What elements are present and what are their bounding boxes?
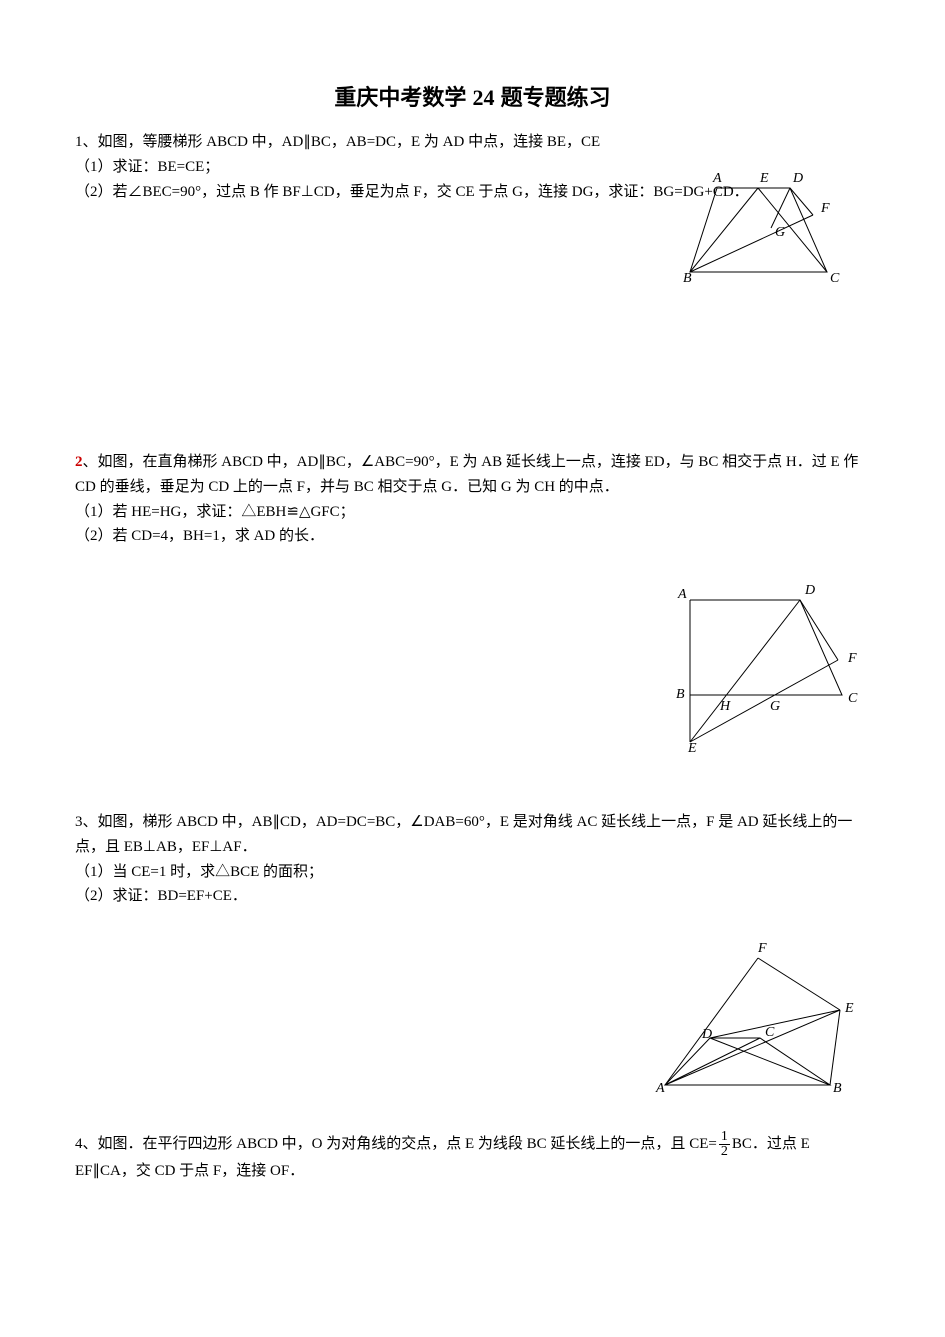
- figure-1-svg: A E D F G B C: [675, 170, 845, 290]
- problem-2-stem-text: 、如图，在直角梯形 ABCD 中，AD∥BC，∠ABC=90°，E 为 AB 延…: [75, 454, 858, 495]
- svg-text:F: F: [757, 941, 767, 956]
- figure-2-svg: A D F B H G C E: [670, 580, 870, 760]
- problem-1-stem: 1、如图，等腰梯形 ABCD 中，AD∥BC，AB=DC，E 为 AD 中点，连…: [75, 130, 870, 155]
- svg-text:F: F: [847, 651, 857, 666]
- svg-text:D: D: [804, 583, 815, 598]
- svg-text:F: F: [820, 201, 830, 216]
- problem-4-eq: CE=: [689, 1136, 717, 1152]
- problem-1-stem-text: 、如图，等腰梯形 ABCD 中，AD∥BC，AB=DC，E 为 AD 中点，连接…: [83, 134, 601, 150]
- problem-4-stem: 4、如图．在平行四边形 ABCD 中，O 为对角线的交点，点 E 为线段 BC …: [75, 1130, 870, 1159]
- problem-4-frac-after: BC: [732, 1136, 752, 1152]
- svg-text:G: G: [775, 225, 785, 240]
- problem-2-stem: 2、如图，在直角梯形 ABCD 中，AD∥BC，∠ABC=90°，E 为 AB …: [75, 450, 870, 500]
- problem-4: 4、如图．在平行四边形 ABCD 中，O 为对角线的交点，点 E 为线段 BC …: [75, 1130, 870, 1184]
- problem-3-sub2: （2）求证：BD=EF+CE．: [75, 884, 870, 909]
- svg-text:E: E: [687, 741, 697, 756]
- page-title: 重庆中考数学 24 题专题练习: [75, 80, 870, 112]
- svg-text:C: C: [765, 1025, 775, 1040]
- problem-3-stem: 3、如图，梯形 ABCD 中，AB∥CD，AD=DC=BC，∠DAB=60°，E…: [75, 810, 870, 860]
- problem-3-figure: F E D C A B: [650, 940, 860, 1105]
- problem-3-number: 3: [75, 814, 83, 830]
- problem-2-sub2: （2）若 CD=4，BH=1，求 AD 的长．: [75, 524, 870, 549]
- svg-text:A: A: [712, 171, 722, 186]
- problem-2-sub1: （1）若 HE=HG，求证：△EBH≌△GFC；: [75, 500, 870, 525]
- problem-4-stem-a: 、如图．在平行四边形 ABCD 中，O 为对角线的交点，点 E 为线段 BC 延…: [83, 1136, 690, 1152]
- figure-3-svg: F E D C A B: [650, 940, 860, 1100]
- problem-4-number: 4: [75, 1136, 83, 1152]
- fraction-numerator: 1: [719, 1130, 730, 1145]
- svg-text:D: D: [701, 1027, 712, 1042]
- problem-4-stem-b: ．过点 E: [752, 1136, 810, 1152]
- problem-1-number: 1: [75, 134, 83, 150]
- svg-text:C: C: [848, 691, 858, 706]
- problem-3-sub1: （1）当 CE=1 时，求△BCE 的面积；: [75, 860, 870, 885]
- fraction-denominator: 2: [719, 1145, 730, 1159]
- svg-text:B: B: [676, 687, 685, 702]
- svg-text:G: G: [770, 699, 780, 714]
- svg-text:E: E: [844, 1001, 854, 1016]
- problem-1-figure: A E D F G B C: [675, 170, 845, 295]
- title-prefix: 重庆中考数学: [334, 85, 472, 110]
- svg-text:H: H: [719, 699, 731, 714]
- title-number: 24: [473, 85, 495, 110]
- problem-2-figure: A D F B H G C E: [670, 580, 870, 765]
- svg-text:A: A: [677, 587, 687, 602]
- problem-4-line2: EF∥CA，交 CD 于点 F，连接 OF．: [75, 1159, 870, 1184]
- svg-text:E: E: [759, 171, 769, 186]
- svg-text:B: B: [683, 271, 692, 286]
- svg-text:A: A: [655, 1081, 665, 1096]
- title-suffix: 题专题练习: [495, 85, 611, 110]
- problem-3-stem-text: 、如图，梯形 ABCD 中，AB∥CD，AD=DC=BC，∠DAB=60°，E …: [75, 814, 852, 855]
- svg-text:D: D: [792, 171, 803, 186]
- svg-text:B: B: [833, 1081, 842, 1096]
- svg-text:C: C: [830, 271, 840, 286]
- fraction: 12: [719, 1130, 730, 1159]
- problem-2-number: 2: [75, 454, 83, 470]
